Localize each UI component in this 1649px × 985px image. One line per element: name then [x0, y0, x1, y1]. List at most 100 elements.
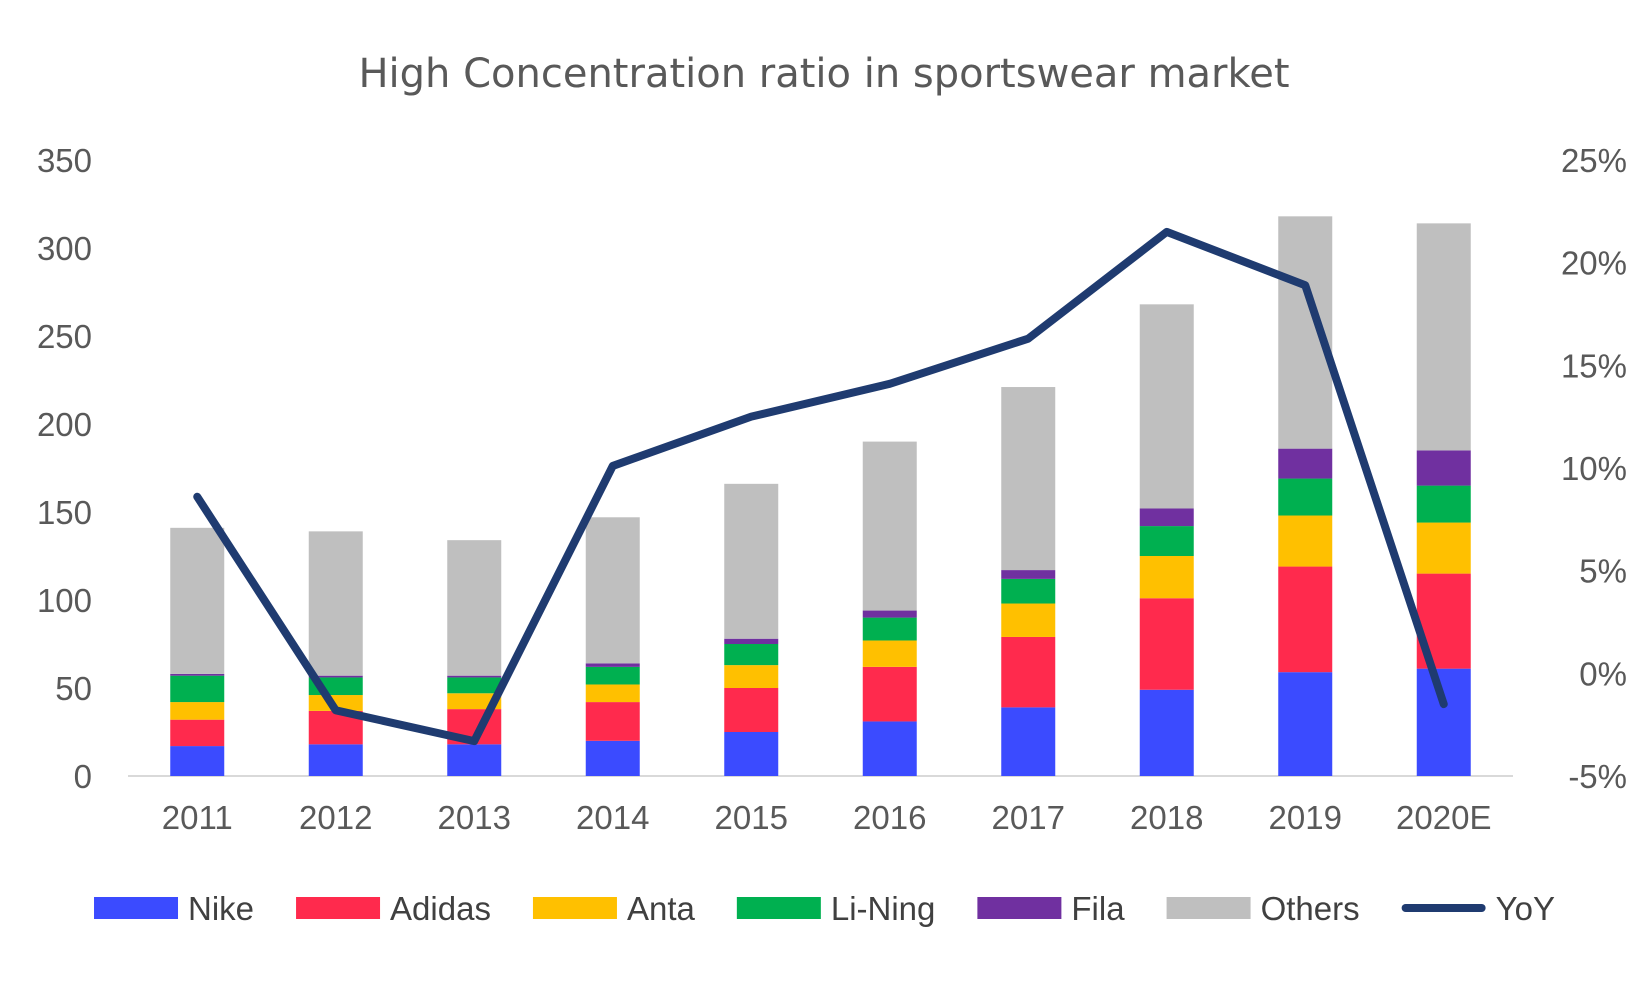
y-tick-label: 300 [37, 230, 92, 267]
bar-others [585, 517, 640, 664]
y2-tick-label: 10% [1561, 450, 1627, 487]
y-tick-label: 50 [55, 670, 92, 707]
legend-swatch [94, 897, 179, 919]
legend-label: YoY [1496, 890, 1555, 927]
bar-li-ning [1278, 478, 1333, 516]
legend-label: Fila [1071, 890, 1125, 927]
legend-label: Li-Ning [831, 890, 936, 927]
legend-label: Others [1261, 890, 1360, 927]
x-tick-label: 2014 [576, 799, 649, 836]
legend-swatch [532, 897, 617, 919]
yoy-point [334, 709, 337, 712]
y2-tick-label: 0% [1579, 655, 1627, 692]
bar-li-ning [1001, 578, 1056, 604]
legend-label: Anta [627, 890, 696, 927]
chart-title: High Concentration ratio in sportswear m… [358, 51, 1289, 97]
bar-fila [170, 673, 225, 676]
x-tick-label: 2012 [299, 799, 372, 836]
y-tick-label: 200 [37, 406, 92, 443]
bar-fila [447, 675, 502, 678]
bar-others [170, 527, 225, 674]
bar-li-ning [1416, 485, 1471, 523]
y-tick-label: 150 [37, 494, 92, 531]
y-tick-label: 100 [37, 582, 92, 619]
bar-adidas [724, 688, 779, 732]
bar-nike [447, 744, 502, 776]
bar-nike [1001, 707, 1056, 776]
bar-adidas [1139, 598, 1194, 690]
x-tick-label: 2017 [992, 799, 1065, 836]
legend-item-adidas: Adidas [296, 890, 491, 927]
x-tick-label: 2013 [438, 799, 511, 836]
bar-adidas [585, 702, 640, 741]
legend-swatch [296, 897, 381, 919]
bar-anta [862, 640, 917, 667]
y-tick-label: 0 [74, 758, 92, 795]
legend-item-fila: Fila [977, 890, 1125, 927]
bar-fila [308, 675, 363, 678]
yoy-point [1027, 337, 1030, 340]
bar-anta [1001, 603, 1056, 637]
legend-swatch [1166, 897, 1251, 919]
bars-layer [170, 216, 1471, 776]
yoy-point [1442, 703, 1445, 706]
yoy-line [193, 227, 1448, 746]
y-tick-label: 250 [37, 318, 92, 355]
bar-li-ning [862, 617, 917, 641]
bar-li-ning [724, 644, 779, 666]
yoy-point [473, 740, 476, 743]
bar-fila [1416, 450, 1471, 486]
bar-others [862, 441, 917, 611]
x-tick-label: 2020E [1396, 799, 1491, 836]
x-tick-label: 2011 [162, 799, 233, 836]
bar-nike [1278, 672, 1333, 776]
legend-item-yoy: YoY [1401, 890, 1555, 927]
bar-fila [585, 663, 640, 667]
legend: Nike Adidas Anta Li-Ning Fila Others YoY [94, 890, 1555, 927]
bar-anta [170, 702, 225, 720]
bar-li-ning [447, 677, 502, 694]
bar-anta [1139, 556, 1194, 599]
y2-tick-label: 25% [1561, 142, 1627, 179]
y-tick-label: 350 [37, 142, 92, 179]
y2-tick-label: 5% [1579, 553, 1627, 590]
legend-item-li-ning: Li-Ning [736, 890, 936, 927]
bar-fila [1139, 508, 1194, 527]
bar-others [724, 483, 779, 639]
yoy-point [196, 495, 199, 498]
bar-li-ning [170, 675, 225, 703]
bar-fila [724, 638, 779, 644]
bar-nike [585, 740, 640, 776]
x-tick-label: 2019 [1269, 799, 1342, 836]
legend-item-nike: Nike [94, 890, 254, 927]
bar-others [447, 540, 502, 676]
right-axis-ticks: -5% 0% 5% 10% 15% 20% 25% [1561, 142, 1627, 795]
bar-others [1001, 387, 1056, 571]
bar-others [1416, 223, 1471, 451]
bar-anta [724, 665, 779, 688]
yoy-point [750, 415, 753, 418]
legend-swatch [977, 897, 1062, 919]
bar-others [1139, 304, 1194, 509]
bar-fila [862, 610, 917, 618]
bar-adidas [170, 719, 225, 747]
yoy-line-layer [193, 227, 1448, 746]
yoy-point [1304, 284, 1307, 287]
bar-nike [1139, 689, 1194, 776]
bar-adidas [1001, 636, 1056, 708]
y2-tick-label: -5% [1568, 758, 1627, 795]
y2-tick-label: 20% [1561, 245, 1627, 282]
bar-anta [1416, 522, 1471, 574]
bar-li-ning [585, 666, 640, 685]
left-axis-ticks: 0 50 100 150 200 250 300 350 [37, 142, 92, 795]
bar-anta [1278, 515, 1333, 567]
bar-adidas [862, 666, 917, 722]
legend-label: Adidas [390, 890, 491, 927]
bar-anta [447, 693, 502, 710]
x-tick-label: 2018 [1130, 799, 1203, 836]
bar-adidas [1278, 566, 1333, 673]
bar-nike [1416, 668, 1471, 776]
bar-fila [1278, 448, 1333, 479]
